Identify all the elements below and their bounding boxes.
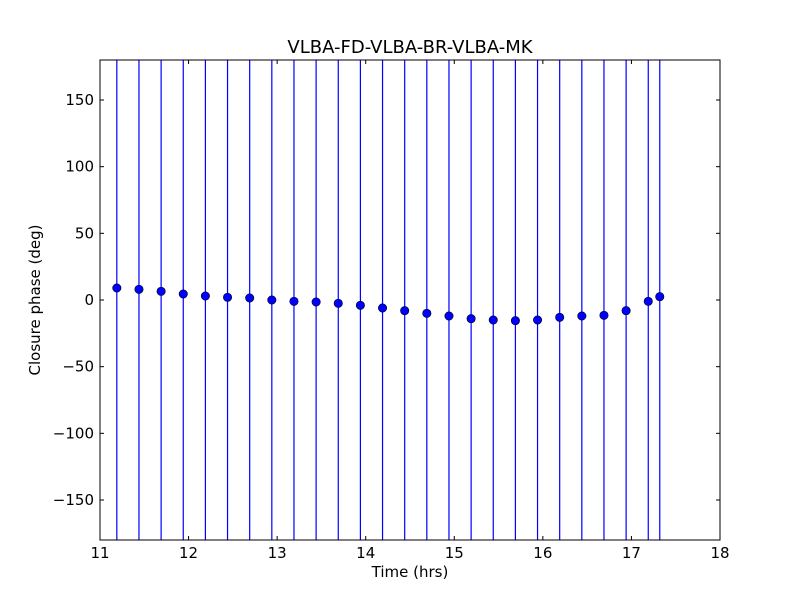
x-tick-label: 14 xyxy=(356,544,375,562)
x-tick-label: 15 xyxy=(445,544,464,562)
x-axis-ticks: 11 12 13 14 15 16 17 18 xyxy=(90,60,730,562)
data-point xyxy=(422,308,432,318)
data-point xyxy=(400,306,410,316)
y-tick-label: 100 xyxy=(65,158,94,176)
data-point xyxy=(200,291,210,301)
data-point xyxy=(112,283,122,293)
data-point xyxy=(599,310,609,320)
y-tick-label: −50 xyxy=(62,358,94,376)
x-tick-label: 11 xyxy=(90,544,109,562)
data-point xyxy=(245,293,255,303)
chart-title: VLBA-FD-VLBA-BR-VLBA-MK xyxy=(287,37,533,58)
x-tick-label: 12 xyxy=(179,544,198,562)
data-point xyxy=(466,314,476,324)
data-point xyxy=(555,312,565,322)
data-point xyxy=(444,311,454,321)
data-point xyxy=(178,289,188,299)
data-point xyxy=(156,286,166,296)
y-tick-label: −100 xyxy=(53,424,94,442)
data-point xyxy=(267,295,277,305)
data-point xyxy=(643,296,653,306)
data-points xyxy=(112,283,665,326)
y-tick-label: −150 xyxy=(53,491,94,509)
x-tick-label: 18 xyxy=(710,544,729,562)
data-point xyxy=(311,297,321,307)
data-point xyxy=(533,315,543,325)
y-tick-label: 50 xyxy=(75,224,94,242)
data-point xyxy=(378,303,388,313)
data-point xyxy=(655,292,665,302)
data-point xyxy=(510,316,520,326)
x-tick-label: 17 xyxy=(622,544,641,562)
x-tick-label: 16 xyxy=(533,544,552,562)
y-axis-ticks: −150 −100 −50 0 50 100 150 xyxy=(53,91,720,509)
data-point xyxy=(621,306,631,316)
y-axis-label: Closure phase (deg) xyxy=(26,225,44,376)
data-point xyxy=(488,315,498,325)
data-point xyxy=(134,284,144,294)
data-point xyxy=(355,300,365,310)
data-point xyxy=(333,298,343,308)
y-tick-label: 0 xyxy=(84,291,94,309)
x-tick-label: 13 xyxy=(268,544,287,562)
data-point xyxy=(577,311,587,321)
x-axis-label: Time (hrs) xyxy=(371,563,449,581)
data-point xyxy=(289,296,299,306)
data-point xyxy=(223,292,233,302)
axes-background xyxy=(100,60,720,540)
y-tick-label: 150 xyxy=(65,91,94,109)
plot-area xyxy=(99,59,721,541)
